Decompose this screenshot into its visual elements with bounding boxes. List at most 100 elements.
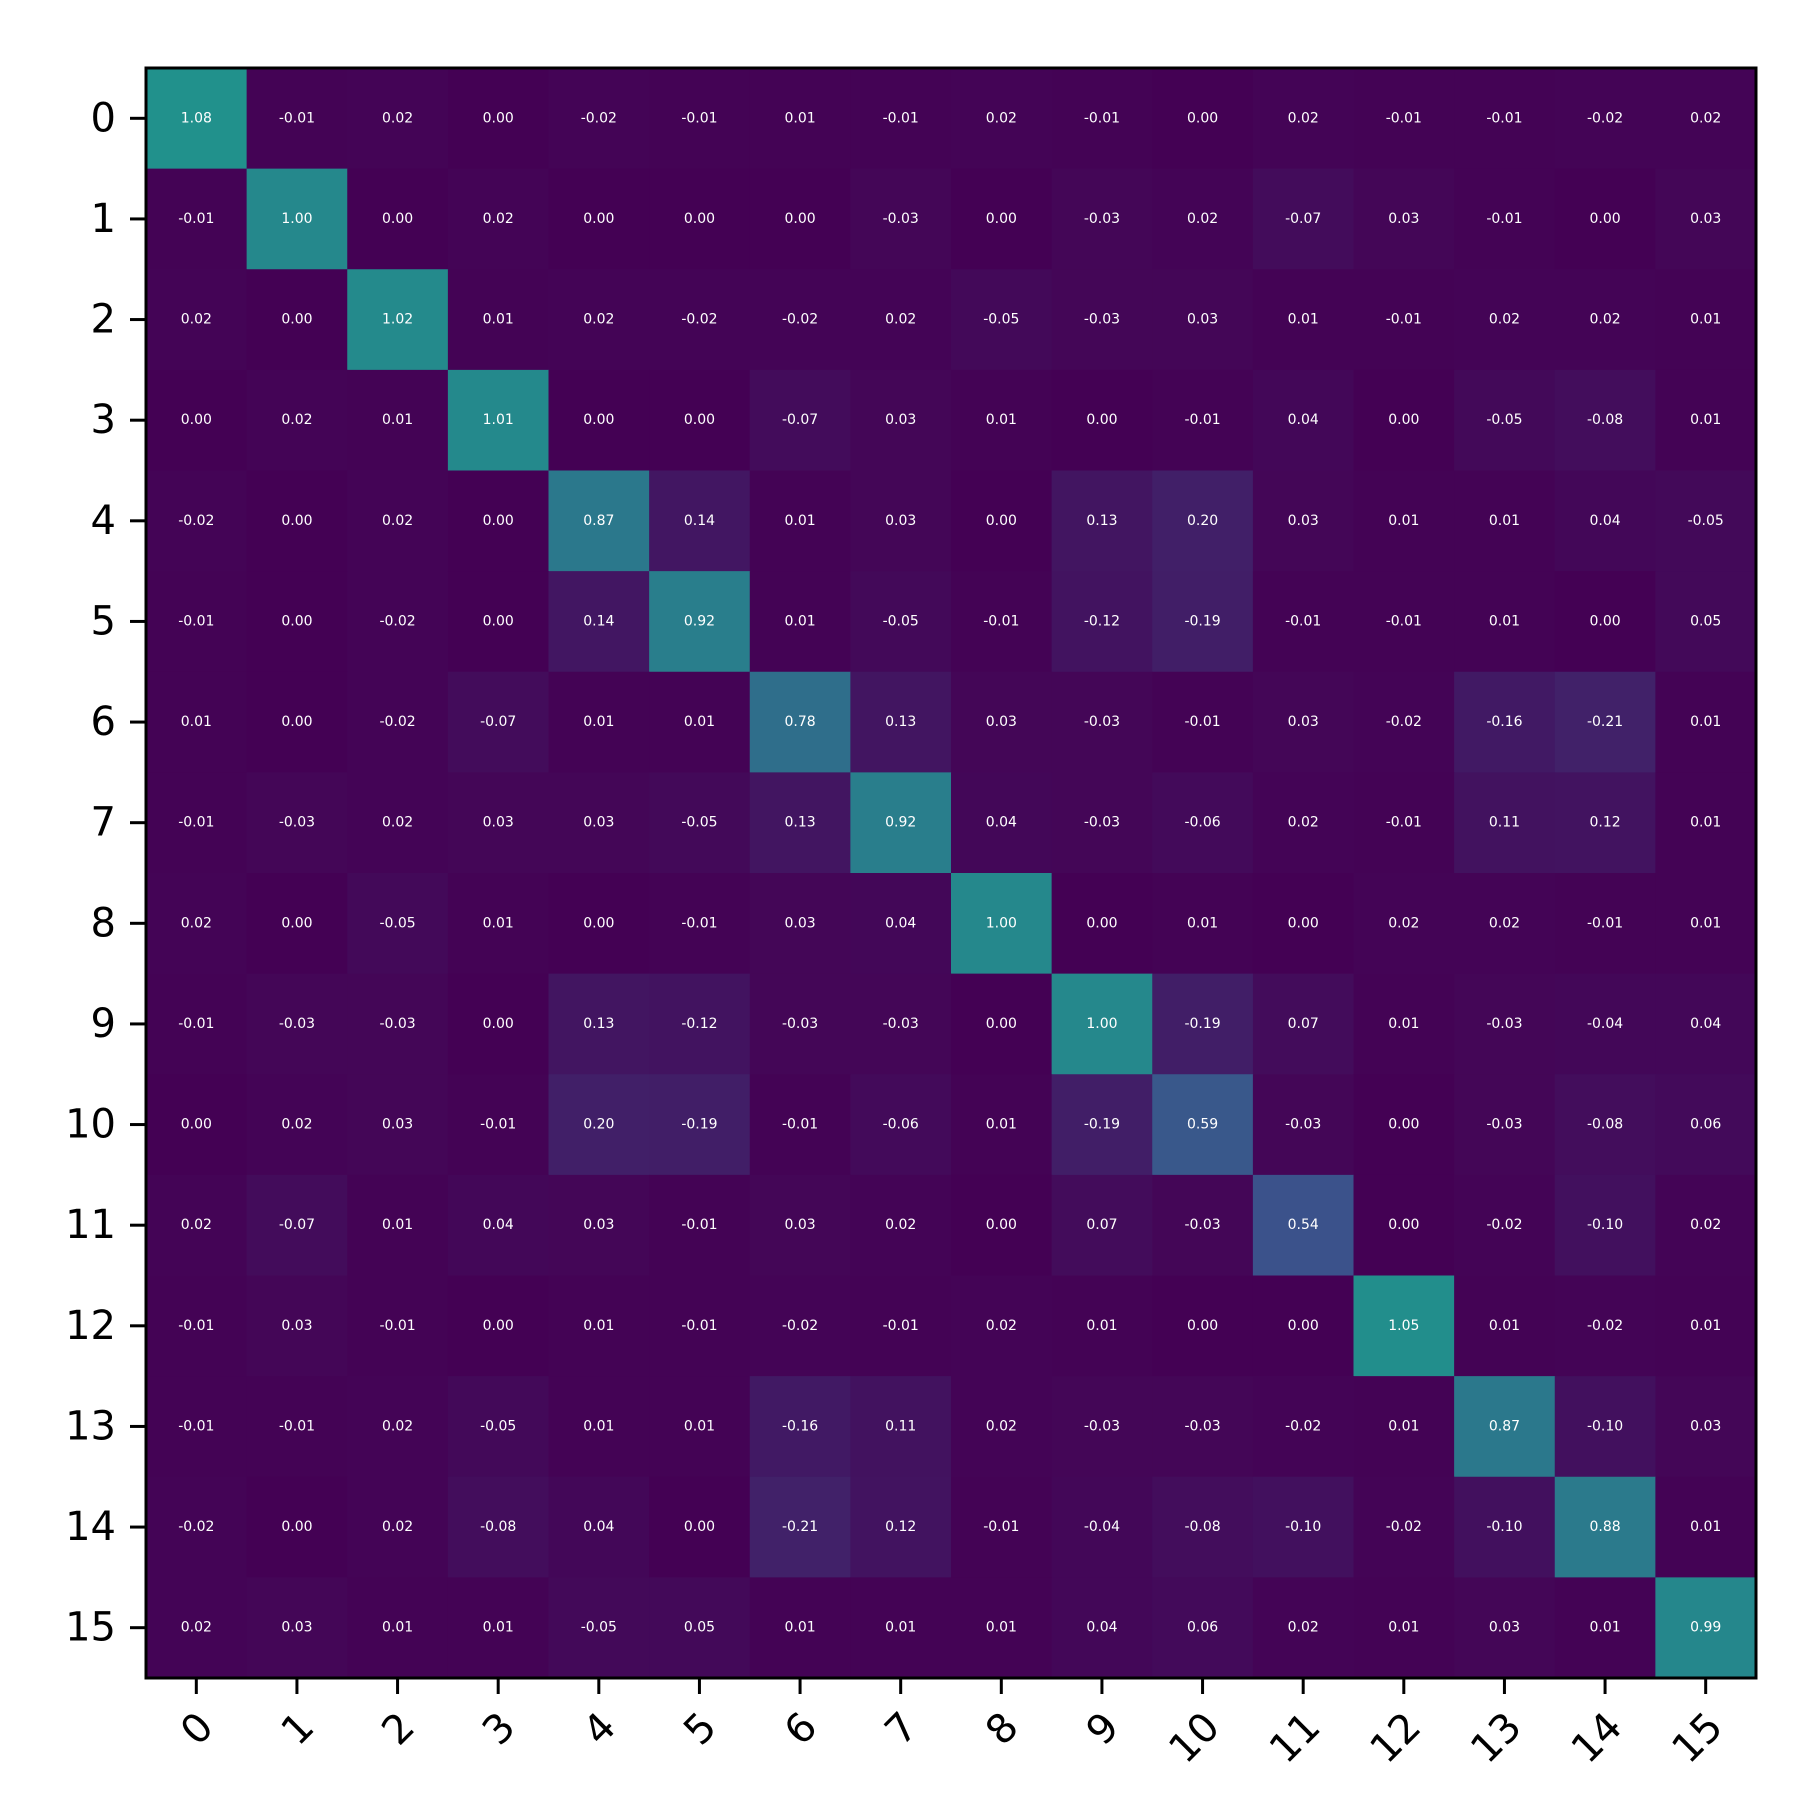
heatmap-cell bbox=[146, 1174, 248, 1276]
heatmap-cell bbox=[1454, 1577, 1556, 1679]
heatmap-cell bbox=[246, 873, 348, 975]
cell-value-label: 0.01 bbox=[1388, 1620, 1419, 1636]
cell-value-label: 0.01 bbox=[1388, 513, 1419, 529]
heatmap-cell bbox=[1454, 1074, 1556, 1176]
cell-value-label: -0.02 bbox=[178, 1519, 214, 1535]
heatmap-cell bbox=[649, 1577, 751, 1679]
cell-value-label: -0.21 bbox=[1587, 714, 1623, 730]
heatmap-cell bbox=[246, 973, 348, 1075]
cell-value-label: 0.13 bbox=[583, 1016, 614, 1032]
heatmap-cell bbox=[146, 873, 248, 975]
heatmap-cell bbox=[1554, 168, 1656, 270]
heatmap-cell bbox=[1051, 1376, 1153, 1478]
cell-value-label: -0.19 bbox=[1084, 1117, 1120, 1133]
cell-value-label: -0.03 bbox=[1084, 1418, 1120, 1434]
heatmap-cell bbox=[146, 1376, 248, 1478]
cell-value-label: 0.01 bbox=[684, 1418, 715, 1434]
cell-value-label: 0.02 bbox=[1489, 312, 1520, 328]
heatmap-cell bbox=[146, 470, 248, 572]
heatmap-cell bbox=[447, 470, 549, 572]
heatmap-cell bbox=[1252, 571, 1354, 673]
y-tick-label: 8 bbox=[91, 900, 116, 946]
heatmap-cell bbox=[246, 1275, 348, 1377]
heatmap-cell bbox=[146, 973, 248, 1075]
heatmap-cell bbox=[1152, 1577, 1254, 1679]
heatmap-cell bbox=[1655, 1275, 1757, 1377]
heatmap-cell bbox=[749, 671, 851, 773]
heatmap-cell bbox=[1554, 1275, 1656, 1377]
heatmap-cell bbox=[447, 873, 549, 975]
plot-frame bbox=[144, 66, 1758, 1680]
heatmap-cell bbox=[1454, 1174, 1556, 1276]
heatmap-cell bbox=[146, 1476, 248, 1578]
x-tick-label: 1 bbox=[273, 1704, 324, 1755]
heatmap-cell bbox=[1252, 168, 1354, 270]
cell-value-label: -0.02 bbox=[1285, 1418, 1321, 1434]
heatmap-cell bbox=[1252, 369, 1354, 471]
heatmap-cell bbox=[1655, 1476, 1757, 1578]
cell-value-label: 0.03 bbox=[885, 513, 916, 529]
heatmap-cell bbox=[1454, 1476, 1556, 1578]
heatmap-cell bbox=[1152, 168, 1254, 270]
cell-value-label: 0.00 bbox=[986, 513, 1017, 529]
heatmap-cell bbox=[951, 68, 1053, 170]
heatmap-cell bbox=[548, 1577, 650, 1679]
cell-value-label: -0.05 bbox=[379, 915, 415, 931]
cell-value-label: -0.05 bbox=[581, 1620, 617, 1636]
x-tick-label: 4 bbox=[575, 1704, 626, 1755]
heatmap-cell bbox=[1353, 369, 1455, 471]
heatmap-cell bbox=[1252, 1577, 1354, 1679]
cell-value-label: 0.01 bbox=[1187, 915, 1218, 931]
cell-value-label: 0.02 bbox=[885, 312, 916, 328]
cell-value-label: -0.02 bbox=[782, 312, 818, 328]
heatmap-cell bbox=[1152, 873, 1254, 975]
heatmap-cell bbox=[1353, 973, 1455, 1075]
cell-value-label: 0.02 bbox=[382, 815, 413, 831]
cell-value-label: 0.02 bbox=[181, 1620, 212, 1636]
cell-value-label: 0.13 bbox=[784, 815, 815, 831]
cell-value-label: 0.02 bbox=[1288, 815, 1319, 831]
heatmap-cell bbox=[347, 269, 449, 371]
heatmap-cell bbox=[1655, 470, 1757, 572]
heatmap-cell bbox=[1051, 671, 1153, 773]
heatmap-cell bbox=[146, 269, 248, 371]
heatmap-cell bbox=[246, 68, 348, 170]
heatmap-cell bbox=[850, 1476, 952, 1578]
cell-value-label: -0.03 bbox=[1486, 1016, 1522, 1032]
cell-value-label: 0.00 bbox=[1187, 110, 1218, 126]
heatmap-cell bbox=[1554, 1376, 1656, 1478]
x-tick-label: 0 bbox=[172, 1704, 223, 1755]
cell-value-label: 0.00 bbox=[483, 613, 514, 629]
heatmap-cell bbox=[749, 1074, 851, 1176]
heatmap-cell bbox=[347, 873, 449, 975]
cell-value-label: 0.13 bbox=[1086, 513, 1117, 529]
heatmap-cell bbox=[1051, 571, 1153, 673]
heatmap-cell bbox=[1152, 973, 1254, 1075]
cell-value-label: 0.13 bbox=[885, 714, 916, 730]
cell-value-label: 0.11 bbox=[885, 1418, 916, 1434]
cell-value-label: -0.10 bbox=[1486, 1519, 1522, 1535]
heatmap-cell bbox=[1554, 470, 1656, 572]
heatmap-cell bbox=[246, 1376, 348, 1478]
cell-value-label: 0.03 bbox=[281, 1318, 312, 1334]
cell-value-label: 0.03 bbox=[986, 714, 1017, 730]
heatmap-cell bbox=[1554, 68, 1656, 170]
cell-value-label: -0.01 bbox=[1386, 815, 1422, 831]
heatmap-cell bbox=[246, 671, 348, 773]
heatmap-cell bbox=[749, 269, 851, 371]
heatmap-cell bbox=[850, 470, 952, 572]
heatmap-cell bbox=[951, 671, 1053, 773]
heatmap-cell bbox=[1353, 571, 1455, 673]
heatmap-cell bbox=[548, 68, 650, 170]
cell-value-label: 0.02 bbox=[986, 1418, 1017, 1434]
cell-value-label: 0.03 bbox=[885, 412, 916, 428]
cell-value-label: 0.01 bbox=[1690, 1318, 1721, 1334]
heatmap-cell bbox=[749, 168, 851, 270]
cell-value-label: 0.01 bbox=[1690, 815, 1721, 831]
cell-value-label: 0.00 bbox=[1388, 1117, 1419, 1133]
heatmap-cell bbox=[347, 973, 449, 1075]
cell-value-label: -0.01 bbox=[983, 613, 1019, 629]
cell-value-label: 1.00 bbox=[986, 915, 1017, 931]
cell-value-label: 0.02 bbox=[382, 1418, 413, 1434]
heatmap-cell bbox=[347, 1275, 449, 1377]
